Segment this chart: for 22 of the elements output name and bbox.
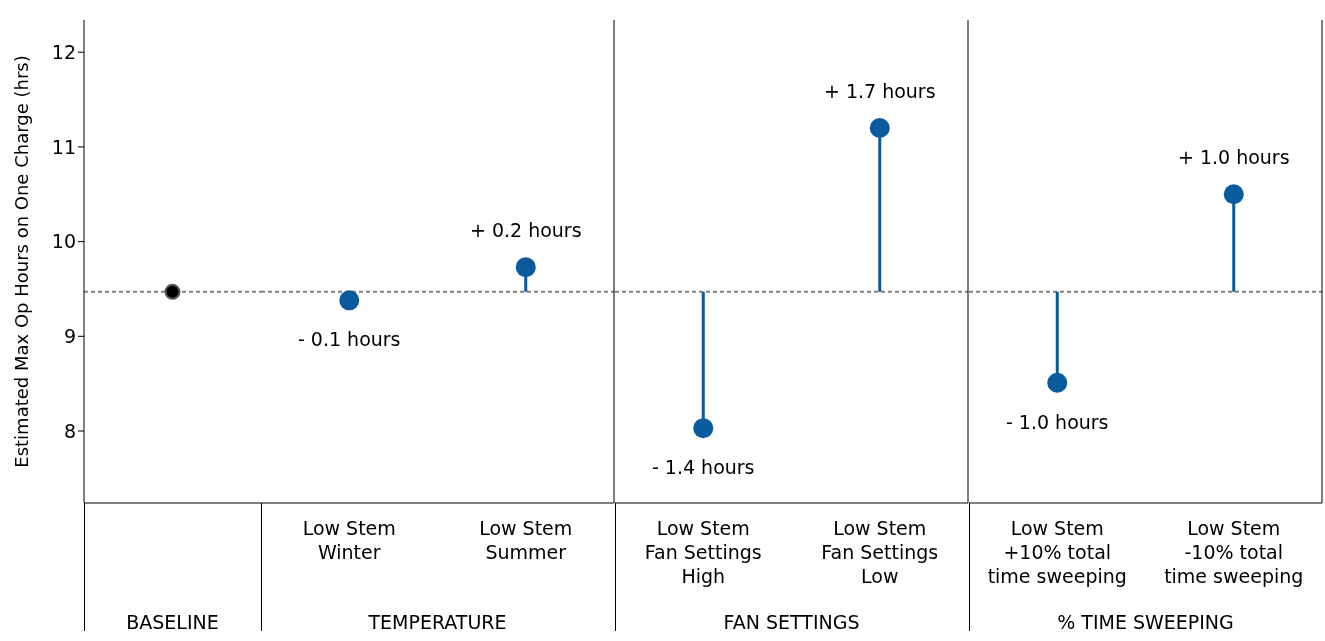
- annotation: - 1.0 hours: [1005, 410, 1109, 433]
- annotation: + 1.0 hours: [1177, 146, 1290, 169]
- y-tick-label: 8: [63, 419, 76, 442]
- x-axis-title: FAN SETTINGS: [723, 611, 860, 633]
- x-axis-title: TEMPERATURE: [367, 611, 507, 633]
- x-axis-title: % TIME SWEEPING: [1057, 611, 1234, 633]
- annotation: - 0.1 hours: [297, 328, 401, 351]
- y-tick-label: 10: [51, 230, 76, 253]
- x-tick-label: Low Stem Fan Settings High: [644, 517, 762, 587]
- x-tick-label: Low Stem Summer: [479, 517, 573, 563]
- annotation: - 1.4 hours: [651, 456, 755, 479]
- y-axis-title: Estimated Max Op Hours on One Charge (hrs): [11, 55, 33, 468]
- x-tick-label: Low Stem Winter: [302, 517, 396, 563]
- x-tick-label: Low Stem Fan Settings Low: [821, 517, 939, 587]
- x-axis-title: BASELINE: [126, 611, 219, 633]
- annotation: + 0.2 hours: [469, 219, 582, 242]
- y-tick-label: 11: [51, 135, 76, 158]
- annotation: + 1.7 hours: [823, 79, 936, 102]
- x-tick-label: Low Stem -10% total time sweeping: [1164, 517, 1304, 587]
- x-tick-label: Low Stem +10% total time sweeping: [987, 517, 1127, 587]
- y-tick-label: 12: [51, 40, 76, 63]
- y-tick-label: 9: [63, 325, 76, 348]
